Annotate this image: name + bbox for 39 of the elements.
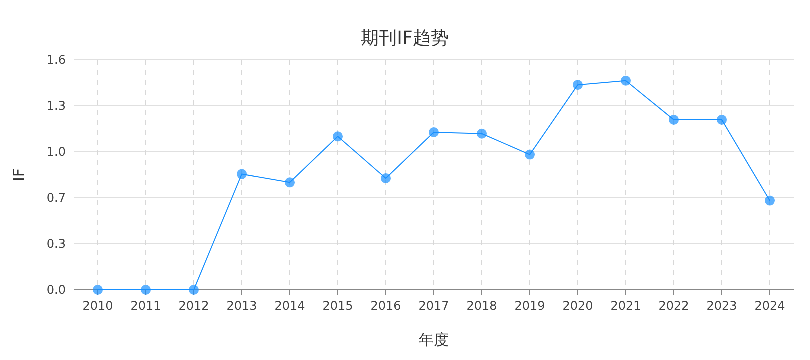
x-tick-label: 2015 <box>322 299 354 313</box>
chart-title: 期刊IF趋势 <box>361 28 449 49</box>
point <box>141 285 151 295</box>
y-tick-label: 1.0 <box>46 145 66 159</box>
point <box>93 285 103 295</box>
point <box>189 285 199 295</box>
point <box>717 114 727 125</box>
x-tick-label: 2018 <box>466 299 498 313</box>
point <box>621 76 631 86</box>
point <box>429 127 439 138</box>
y-tick-label: 1.3 <box>46 99 66 113</box>
x-tick-label: 2021 <box>610 299 642 313</box>
point <box>573 80 583 90</box>
x-tick-label: 2012 <box>178 299 210 313</box>
x-tick-label: 2024 <box>754 299 786 313</box>
x-tick-label: 2022 <box>658 299 690 313</box>
x-tick-label: 2019 <box>514 299 546 313</box>
y-tick-label: 0.7 <box>46 191 66 205</box>
x-tick-label: 2017 <box>418 299 450 313</box>
x-tick-label: 2020 <box>562 299 594 313</box>
y-tick-label: 0.3 <box>46 237 66 251</box>
point <box>237 169 247 180</box>
x-tick-label: 2016 <box>370 299 402 313</box>
point <box>285 178 295 188</box>
point <box>333 132 343 142</box>
point <box>525 150 535 160</box>
x-tick-label: 2013 <box>226 299 258 313</box>
point <box>669 114 679 125</box>
x-tick-label: 2010 <box>82 299 114 313</box>
point <box>381 173 391 184</box>
x-tick-label: 2011 <box>130 299 162 313</box>
x-tick-label: 2023 <box>706 299 738 313</box>
point <box>765 196 775 206</box>
x-axis-title: 年度 <box>419 331 449 349</box>
point <box>477 128 487 139</box>
y-axis-title: IF <box>10 168 28 182</box>
x-tick-label: 2014 <box>274 299 306 313</box>
y-tick-label: 0.0 <box>46 283 66 297</box>
y-tick-label: 1.6 <box>46 53 66 67</box>
